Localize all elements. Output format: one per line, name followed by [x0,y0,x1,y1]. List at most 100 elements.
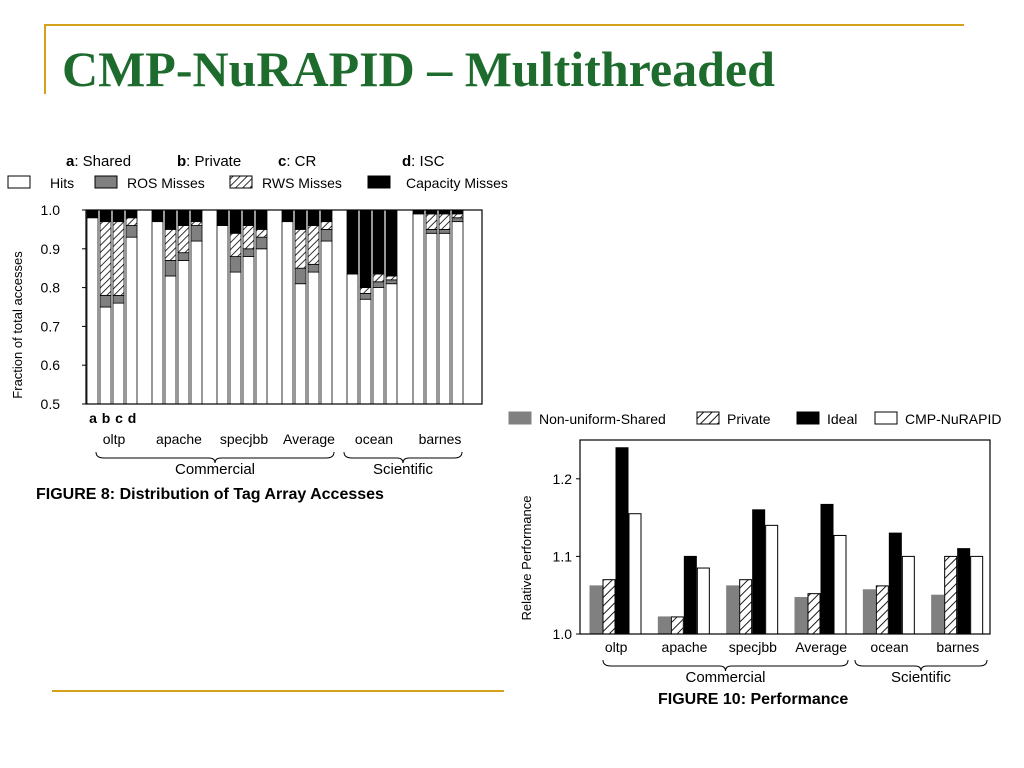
legend-swatch [7,175,31,189]
bar-ocean-b-capacity-misses [359,209,372,288]
legend-swatch [696,411,720,425]
bar-average-b-ros-misses [294,267,307,285]
bar-average-a-hits [281,221,294,405]
bar-barnes-b-hits [425,232,438,405]
x-category-label: barnes [419,431,462,447]
bar-apache-c-ros-misses [177,252,190,261]
top-rule [44,24,964,26]
bar-apache-d-capacity-misses [190,209,203,223]
group-brace-commercial [95,451,335,464]
x-category-label: Average [283,431,335,447]
bar-average-d-capacity-misses [320,209,333,223]
figure-10-caption: FIGURE 10: Performance [658,691,848,708]
bar-average-b-rws-misses [294,229,307,269]
bar-oltp-non-uniform-shared [589,585,603,635]
legend-label: Hits [50,175,74,191]
bar-barnes-c-ros-misses [438,229,451,234]
bar-oltp-ideal [615,447,629,635]
bar-average-b-hits [294,283,307,405]
y-tick-label: 0.6 [41,357,61,373]
legend-ideal: Ideal [796,411,857,427]
slide-title: CMP-NuRAPID – Multithreaded [62,41,775,97]
legend-ros-misses: ROS Misses [94,175,205,191]
legend-rws-misses: RWS Misses [229,175,342,191]
bar-average-c-capacity-misses [307,209,320,226]
bar-specjbb-b-ros-misses [229,256,242,273]
bar-ocean-a-hits [346,273,359,405]
bar-oltp-c-ros-misses [112,294,125,304]
y-tick-label: 0.9 [41,241,61,257]
bar-ocean-c-hits [372,287,385,405]
group-label-scientific: Scientific [891,669,952,686]
figure-8-y-axis-label: Fraction of total accesses [10,251,25,399]
legend-label: ROS Misses [127,175,205,191]
group-brace-scientific [854,659,988,672]
bar-specjbb-ideal [752,509,766,635]
bar-specjbb-cmp-nurapid [765,524,779,635]
bar-apache-b-rws-misses [164,229,177,261]
plot-frame [85,209,483,405]
bar-oltp-private [602,579,616,635]
bar-apache-d-ros-misses [190,225,203,242]
legend-label: Capacity Misses [406,175,508,191]
bar-apache-cmp-nurapid [696,567,710,635]
bar-apache-c-capacity-misses [177,209,190,226]
bar-specjbb-private [739,579,753,635]
bar-apache-non-uniform-shared [657,616,671,635]
bar-apache-d-hits [190,240,203,405]
y-tick-label: 0.8 [41,280,61,296]
bar-apache-c-hits [177,260,190,405]
bar-apache-b-hits [164,275,177,405]
legend-label: Ideal [827,411,857,427]
bar-barnes-non-uniform-shared [931,594,945,635]
bar-oltp-c-capacity-misses [112,209,125,223]
legend-swatch [796,411,820,425]
bar-barnes-ideal [957,548,971,635]
config-key-d: d [128,410,137,426]
config-key-c: c [115,410,123,426]
group-label-commercial: Commercial [175,461,255,478]
bar-apache-d-rws-misses [190,221,203,226]
config-label-d: d: ISC [402,153,445,170]
bar-specjbb-a-capacity-misses [216,209,229,226]
bar-barnes-d-hits [451,221,464,405]
figure-10-chart: Non-uniform-Shared Private Ideal CMP-NuRAPI… [508,411,1001,708]
bar-ocean-b-ros-misses [359,293,372,300]
bar-average-private [807,593,821,635]
bar-specjbb-b-capacity-misses [229,209,242,234]
legend-swatch [94,175,118,189]
bar-barnes-d-rws-misses [451,213,464,219]
config-label-b: b: Private [177,153,241,170]
legend-label: Non-uniform-Shared [539,411,666,427]
bar-oltp-d-rws-misses [125,217,138,226]
legend-hits: Hits [7,175,74,191]
bar-oltp-c-hits [112,302,125,405]
bar-specjbb-c-hits [242,256,255,405]
y-tick-label: 1.0 [553,626,573,642]
legend-cmp-nurapid: CMP-NuRAPID [874,411,1001,427]
x-category-label: ocean [355,431,393,447]
bar-specjbb-d-capacity-misses [255,209,268,230]
bar-specjbb-c-ros-misses [242,248,255,257]
legend-non-uniform-shared: Non-uniform-Shared [508,411,666,427]
legend-swatch [367,175,391,189]
bar-ocean-c-ros-misses [372,281,385,288]
bar-barnes-cmp-nurapid [970,555,984,635]
bar-ocean-d-capacity-misses [385,209,398,277]
group-brace-scientific [343,451,463,464]
x-category-label: specjbb [729,639,777,655]
left-rule [44,24,46,94]
legend-label: Private [727,411,771,427]
bar-ocean-b-hits [359,298,372,405]
x-category-label: oltp [103,431,126,447]
bar-oltp-b-ros-misses [99,294,112,308]
bar-ocean-c-capacity-misses [372,209,385,275]
legend-label: RWS Misses [262,175,342,191]
bar-ocean-ideal [888,532,902,635]
bar-specjbb-d-rws-misses [255,229,268,238]
bar-oltp-d-hits [125,236,138,405]
bar-average-c-rws-misses [307,225,320,265]
bar-apache-c-rws-misses [177,225,190,254]
bar-barnes-d-ros-misses [451,217,464,223]
x-category-label: barnes [936,639,979,655]
